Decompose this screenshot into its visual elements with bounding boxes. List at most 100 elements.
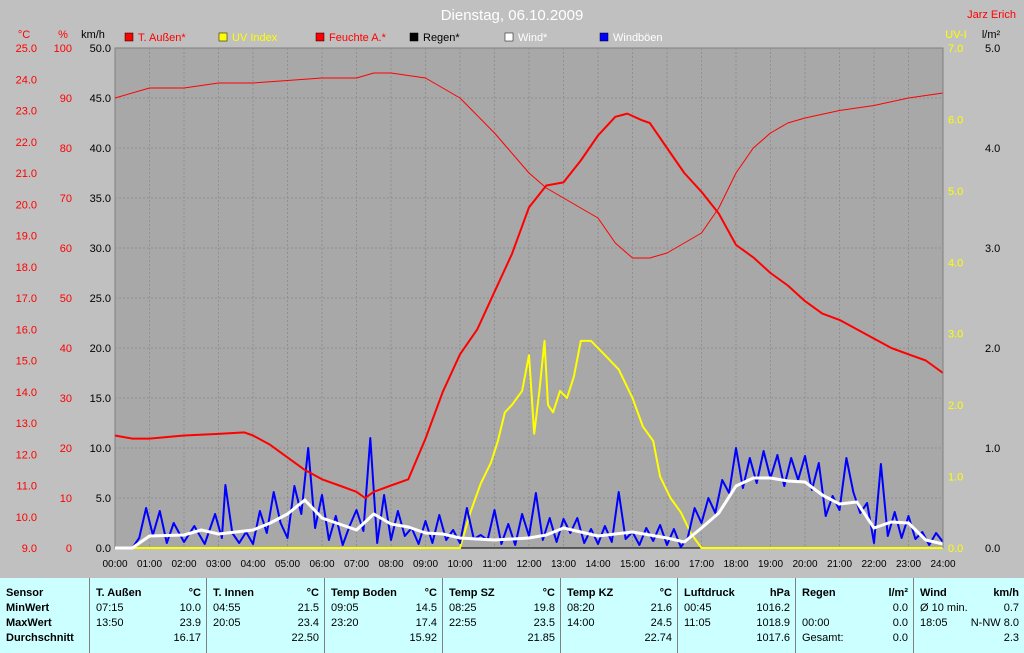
stat-total-label: Gesamt:: [802, 632, 844, 644]
stat-unit: °C: [542, 587, 555, 599]
humidity-tick-label: 60: [60, 243, 72, 255]
humidity-tick-label: 30: [60, 393, 72, 405]
uv-tick-label: 4.0: [948, 257, 963, 269]
rain-tick-label: 2.0: [985, 343, 1000, 355]
stat-column: T. Innen °C 04:55 21.5 20:05 23.4 22.50: [206, 578, 325, 653]
rain-tick-label: 0.0: [985, 543, 1000, 555]
wind-unit-label: km/h: [81, 29, 105, 41]
stat-min-time: 07:15: [96, 602, 124, 614]
stat-max-value: 23.5: [533, 617, 555, 629]
temp-tick-label: 23.0: [16, 106, 37, 118]
humidity-tick-label: 0: [66, 543, 72, 555]
x-tick-label: 02:00: [171, 559, 196, 570]
wind-tick-label: 30.0: [90, 243, 111, 255]
max-row-label: MaxWert: [6, 617, 52, 629]
x-tick-label: 19:00: [758, 559, 783, 570]
x-tick-label: 06:00: [309, 559, 334, 570]
legend-label: Regen*: [423, 32, 460, 44]
x-tick-label: 11:00: [482, 559, 507, 570]
x-tick-label: 01:00: [137, 559, 162, 570]
stat-average-value: 16.17: [173, 632, 201, 644]
stat-sensor-name: Wind: [920, 587, 947, 599]
stat-max-time: 23:20: [331, 617, 359, 629]
x-tick-label: 21:00: [827, 559, 852, 570]
humidity-tick-label: 40: [60, 343, 72, 355]
x-tick-label: 16:00: [654, 559, 679, 570]
stat-unit: hPa: [769, 587, 790, 599]
x-tick-label: 14:00: [585, 559, 610, 570]
rain-tick-label: 1.0: [985, 443, 1000, 455]
wind-tick-label: 50.0: [90, 43, 111, 55]
stat-unit: °C: [306, 587, 319, 599]
rain-tick-label: 5.0: [985, 43, 1000, 55]
temp-tick-label: 20.0: [16, 199, 37, 211]
stat-max-value: 1018.9: [756, 617, 790, 629]
wind-tick-label: 40.0: [90, 143, 111, 155]
stat-unit: km/h: [993, 587, 1019, 599]
stat-sensor-name: T. Innen: [213, 587, 254, 599]
temp-tick-label: 17.0: [16, 293, 37, 305]
legend: T. Außen* UV Index Feuchte A.* Regen* Wind* W…: [124, 32, 663, 44]
stat-min-value: 21.6: [650, 602, 672, 614]
temp-tick-label: 14.0: [16, 387, 37, 399]
humidity-tick-label: 10: [60, 493, 72, 505]
stat-min-time: 04:55: [213, 602, 241, 614]
stat-max-value: 24.5: [650, 617, 672, 629]
legend-swatch: [504, 32, 514, 42]
stat-sensor-name: Temp SZ: [449, 587, 495, 599]
temp-tick-label: 10.0: [16, 512, 37, 524]
x-tick-label: 05:00: [275, 559, 300, 570]
wind-tick-label: 45.0: [90, 93, 111, 105]
uv-tick-label: 5.0: [948, 186, 963, 198]
stat-max-value: 17.4: [415, 617, 437, 629]
x-tick-label: 09:00: [413, 559, 438, 570]
series-line-uvindex: [115, 339, 943, 549]
uv-tick-label: 0.0: [948, 543, 963, 555]
stat-column: Regen l/m² 0.0 00:00 0.0 0.0 Gesamt:: [795, 578, 914, 653]
stat-max-value: 23.9: [179, 617, 201, 629]
legend-swatch: [409, 32, 419, 42]
stat-min-time: 00:45: [684, 602, 712, 614]
wind-tick-label: 5.0: [96, 493, 111, 505]
stat-min-time: 09:05: [331, 602, 359, 614]
legend-swatch: [124, 32, 134, 42]
stat-max-time: 11:05: [684, 617, 711, 629]
series-line-tauen: [114, 112, 944, 499]
stat-min-value: 19.8: [533, 602, 555, 614]
min-row-label: MinWert: [6, 602, 50, 614]
humidity-tick-label: 90: [60, 93, 72, 105]
stat-average-value: 2.3: [1003, 632, 1019, 644]
x-tick-label: 15:00: [620, 559, 645, 570]
temp-unit-label: °C: [18, 29, 30, 41]
avg-row-label: Durchschnitt: [6, 632, 74, 644]
x-tick-label: 22:00: [861, 559, 886, 570]
stat-unit: °C: [659, 587, 672, 599]
temp-tick-label: 13.0: [16, 418, 37, 430]
legend-label: Windböen: [613, 32, 663, 44]
stat-max-time: 20:05: [213, 617, 241, 629]
stat-min-value: 1016.2: [756, 602, 790, 614]
temp-tick-label: 15.0: [16, 356, 37, 368]
x-tick-label: 13:00: [551, 559, 576, 570]
statistics-table: Sensor MinWert MaxWert Durchschnitt T. A…: [0, 578, 1024, 653]
series-line-feuchtea: [114, 72, 944, 259]
temp-tick-label: 24.0: [16, 74, 37, 86]
stat-max-time: 00:00: [802, 617, 830, 629]
x-tick-label: 04:00: [240, 559, 265, 570]
stat-column: Temp KZ °C 08:20 21.6 14:00 24.5 22.74: [560, 578, 678, 653]
rain-tick-label: 4.0: [985, 143, 1000, 155]
stat-column: Wind km/h Ø 10 min. 0.7 18:05 N-NW 8.0 2.3: [913, 578, 1024, 653]
series-line-windben: [115, 437, 944, 549]
stat-column: T. Außen °C 07:15 10.0 13:50 23.9 16.17: [89, 578, 207, 653]
weather-chart: Dienstag, 06.10.2009 Jarz Erich °C % km/…: [15, 7, 1016, 570]
stat-max-value: 0.0: [892, 617, 908, 629]
stat-min-time: 08:25: [449, 602, 477, 614]
stat-average-value: 15.92: [409, 632, 437, 644]
stat-column: Temp SZ °C 08:25 19.8 22:55 23.5 21.85: [442, 578, 561, 653]
stat-average-value: 0.0: [892, 632, 908, 644]
humidity-tick-label: 80: [60, 143, 72, 155]
legend-swatch: [218, 32, 228, 42]
row-labels-column: Sensor MinWert MaxWert Durchschnitt: [0, 578, 89, 653]
temp-tick-label: 9.0: [22, 543, 37, 555]
x-tick-label: 03:00: [206, 559, 231, 570]
